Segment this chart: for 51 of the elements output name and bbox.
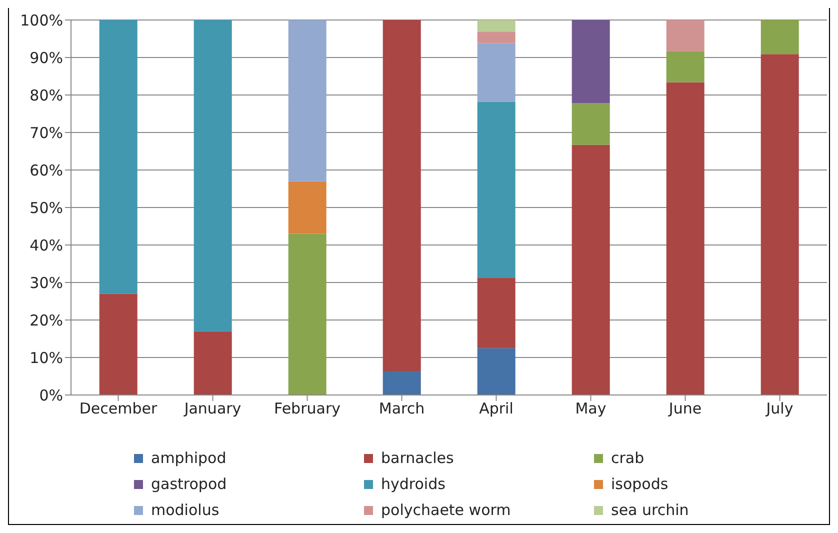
y-tick-label: 100% [20, 11, 63, 30]
legend-label: hydroids [381, 475, 446, 493]
bar [666, 82, 704, 395]
y-tick-label: 90% [30, 48, 63, 67]
bar [572, 144, 610, 395]
legend-label: modiolus [151, 501, 220, 519]
bar [477, 32, 516, 44]
bar [477, 20, 516, 32]
legend-label: isopods [611, 475, 668, 493]
y-tick-label: 70% [30, 124, 63, 142]
bar [572, 103, 610, 145]
y-tick-label: 10% [30, 348, 63, 367]
x-tick-label: July [765, 400, 794, 418]
y-tick-label: 60% [30, 161, 63, 180]
x-tick-label: April [479, 400, 514, 418]
x-tick-label: June [668, 400, 702, 418]
bar [760, 20, 799, 54]
bar [99, 20, 138, 294]
legend-label: polychaete worm [381, 501, 511, 519]
legend-label: amphipod [151, 449, 226, 467]
x-tick-label: January [183, 400, 242, 418]
x-tick-label: May [575, 400, 606, 418]
bar [382, 371, 421, 395]
y-tick-label: 0% [39, 386, 63, 404]
y-tick-label: 30% [30, 274, 63, 292]
bar [477, 348, 516, 395]
x-tick-label: December [79, 400, 158, 418]
legend-label: gastropod [151, 475, 227, 493]
bar [477, 278, 516, 348]
bar [666, 51, 704, 82]
bar [288, 181, 326, 234]
legend-label: barnacles [381, 449, 454, 467]
bar [194, 20, 232, 332]
bar [382, 20, 421, 371]
y-tick-label: 20% [30, 311, 63, 330]
x-tick-label: March [378, 400, 425, 418]
bar [99, 294, 138, 395]
bar [288, 234, 326, 395]
bar [288, 20, 326, 182]
bar [477, 102, 516, 278]
legend-label: sea urchin [611, 501, 689, 519]
y-tick-label: 80% [30, 86, 63, 104]
x-tick-label: February [274, 400, 341, 418]
bar [572, 20, 610, 104]
y-tick-label: 40% [30, 236, 63, 254]
bar [194, 331, 232, 395]
bar [477, 43, 516, 102]
legend-label: crab [611, 449, 644, 467]
bar [760, 54, 799, 395]
bar [666, 20, 704, 52]
y-tick-label: 50% [30, 198, 63, 217]
